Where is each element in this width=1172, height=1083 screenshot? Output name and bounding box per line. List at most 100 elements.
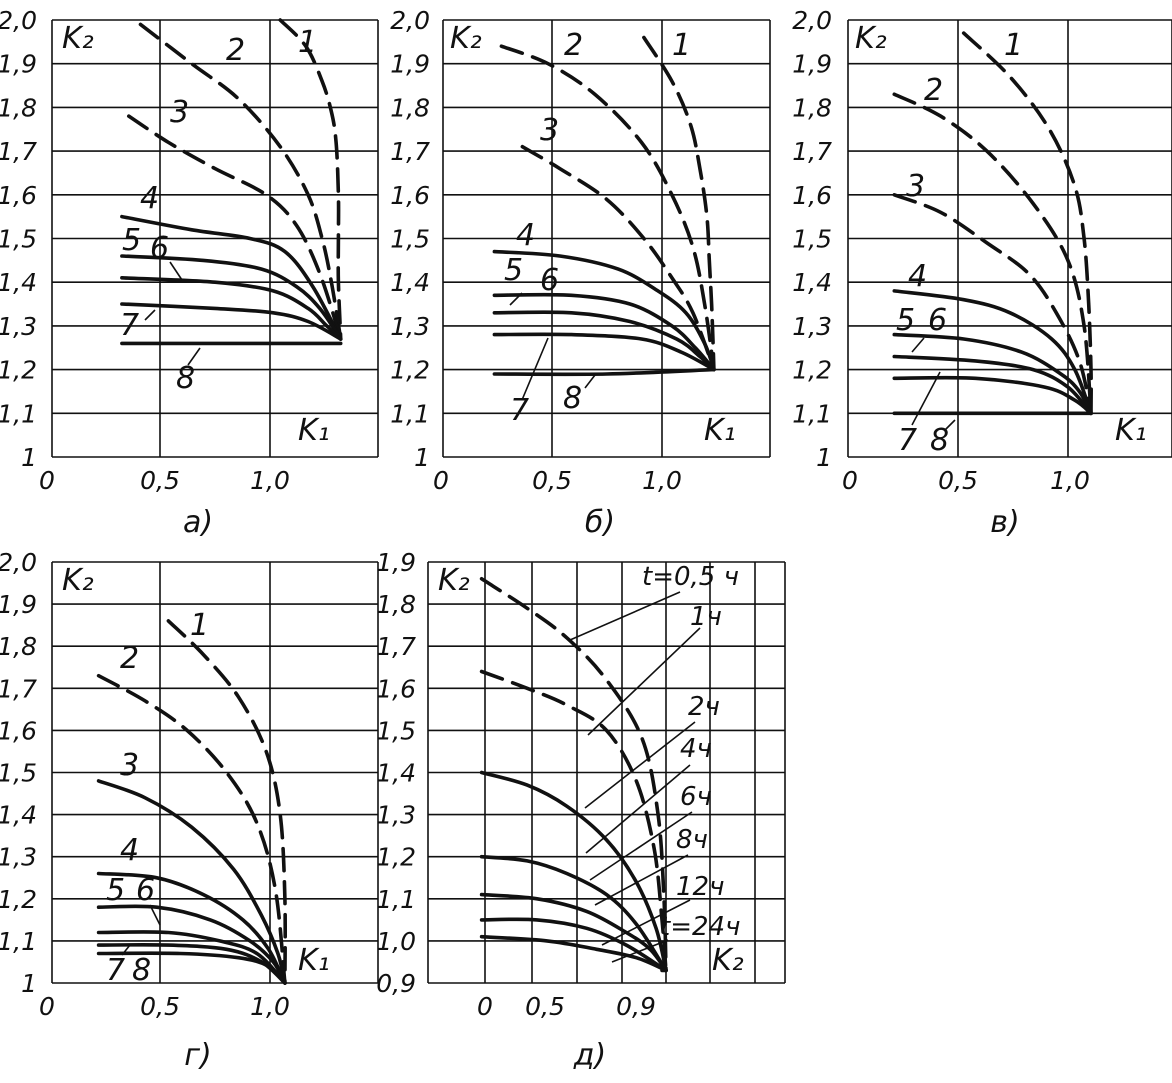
x-tick-label: 1,0 bbox=[1050, 466, 1090, 495]
series-line-1 bbox=[479, 577, 668, 973]
panel-d: 0,9 1,0 1,1 1,2 1,3 1,4 1,5 1,6 1,7 1,8 1,9 0 0,5 0,9… bbox=[376, 548, 786, 1073]
panel-a: 1 1,1 1,2 1,3 1,4 1,5 1,6 1,7 1,8 1,9 2,0 0 0,5 1,0 K₂… bbox=[0, 6, 379, 540]
series-label-1: 1 bbox=[190, 608, 209, 643]
series-line-2 bbox=[138, 22, 343, 341]
series-label-3: 3 bbox=[120, 748, 139, 783]
series-label-7: 12ч bbox=[676, 872, 724, 902]
series-label-1: t=0,5 ч bbox=[642, 562, 739, 592]
y-tick-label: 1,5 bbox=[792, 225, 832, 254]
series-line-4 bbox=[492, 249, 716, 372]
y-tick-label: 2,0 bbox=[0, 548, 37, 577]
series-line-6 bbox=[479, 917, 668, 973]
x-axis-title: K₂ bbox=[712, 943, 744, 978]
series-label-8: 8 bbox=[930, 423, 949, 458]
y-axis-title: K₂ bbox=[62, 21, 94, 56]
y-tick-label: 1,3 bbox=[376, 801, 416, 830]
series-label-5: 5 bbox=[896, 303, 915, 338]
y-tick-label: 1,7 bbox=[792, 137, 832, 166]
y-tick-label: 1,4 bbox=[792, 268, 832, 297]
y-tick-label: 1,8 bbox=[390, 93, 430, 122]
x-tick-label: 0 bbox=[477, 992, 493, 1021]
y-tick-label: 1,9 bbox=[792, 50, 832, 79]
series-line-3 bbox=[96, 779, 287, 985]
x-tick-label: 0,5 bbox=[140, 466, 180, 495]
series-line-1 bbox=[642, 35, 716, 372]
series-line-1 bbox=[961, 31, 1093, 416]
x-tick-label: 0,5 bbox=[532, 466, 572, 495]
y-axis-title: K₂ bbox=[450, 21, 482, 56]
series-line-1 bbox=[278, 18, 343, 341]
y-tick-label: 0,9 bbox=[376, 969, 416, 998]
series-label-8: 8 bbox=[176, 361, 195, 396]
x-tick-label: 0 bbox=[842, 466, 858, 495]
panel-caption: г) bbox=[184, 1038, 211, 1073]
x-tick-label: 0,5 bbox=[525, 992, 565, 1021]
x-tick-label: 0 bbox=[39, 466, 55, 495]
y-tick-label: 1,5 bbox=[376, 716, 416, 745]
series-line-7 bbox=[479, 934, 668, 973]
x-tick-label: 0,5 bbox=[938, 466, 978, 495]
y-tick-label: 1 bbox=[414, 443, 430, 472]
y-tick-label: 1,3 bbox=[0, 843, 37, 872]
y-tick-label: 1,6 bbox=[376, 674, 416, 703]
label-leader-line bbox=[589, 811, 693, 881]
series-label-2: 2 bbox=[226, 33, 245, 68]
x-tick-label: 1,0 bbox=[250, 992, 290, 1021]
y-tick-label: 1,1 bbox=[0, 927, 37, 956]
series-label-6: 6 bbox=[150, 231, 169, 266]
series-label-7: 7 bbox=[106, 953, 125, 988]
series-line-6 bbox=[120, 276, 343, 341]
y-tick-label: 1,7 bbox=[0, 137, 37, 166]
series-label-8: 8 bbox=[132, 953, 151, 988]
series-label-3: 3 bbox=[170, 95, 189, 130]
series-label-6: 6 bbox=[540, 263, 559, 298]
panel-g: 1 1,1 1,2 1,3 1,4 1,5 1,6 1,7 1,8 1,9 2,0 0 0,5 1,0 K₂… bbox=[0, 548, 379, 1073]
label-leader-line bbox=[587, 627, 701, 736]
y-tick-label: 1,7 bbox=[0, 674, 37, 703]
x-axis-title: K₁ bbox=[1115, 413, 1147, 448]
series-line-2 bbox=[96, 673, 287, 985]
y-tick-label: 1,9 bbox=[0, 50, 37, 79]
label-leader-line bbox=[169, 261, 183, 281]
y-tick-label: 1,4 bbox=[390, 268, 430, 297]
series-line-4 bbox=[120, 214, 343, 341]
y-tick-label: 2,0 bbox=[0, 6, 37, 35]
label-leader-line bbox=[594, 854, 689, 906]
y-axis-title: K₂ bbox=[438, 563, 470, 598]
series-label-4: 4 bbox=[140, 181, 159, 216]
y-tick-label: 1,3 bbox=[390, 312, 430, 341]
y-tick-label: 1,0 bbox=[376, 927, 416, 956]
y-tick-label: 1,2 bbox=[0, 885, 37, 914]
label-leader-line bbox=[601, 899, 691, 946]
series-line-3 bbox=[892, 193, 1093, 416]
x-tick-label: 1,0 bbox=[250, 466, 290, 495]
label-leader-line bbox=[521, 337, 549, 401]
label-leader-line bbox=[584, 374, 596, 389]
series-line-8 bbox=[96, 951, 287, 985]
panel-caption: а) bbox=[183, 505, 213, 540]
series-label-3: 3 bbox=[540, 113, 559, 148]
series-line-5 bbox=[120, 254, 343, 341]
y-tick-label: 1,9 bbox=[0, 590, 37, 619]
series-label-8: 8 bbox=[563, 381, 582, 416]
x-axis-title: K₁ bbox=[298, 413, 330, 448]
y-tick-label: 1,4 bbox=[0, 268, 37, 297]
series-label-2: 2 bbox=[924, 73, 943, 108]
y-tick-label: 1,1 bbox=[376, 885, 416, 914]
series-label-2: 2 bbox=[564, 28, 583, 63]
label-leader-line bbox=[911, 337, 925, 353]
series-label-8: t=24ч bbox=[660, 912, 740, 942]
y-tick-label: 1,8 bbox=[376, 590, 416, 619]
y-tick-label: 1,6 bbox=[792, 181, 832, 210]
y-tick-label: 1,5 bbox=[0, 225, 37, 254]
y-tick-label: 1,5 bbox=[0, 759, 37, 788]
series-line-1 bbox=[166, 619, 288, 985]
y-tick-label: 1,6 bbox=[0, 716, 37, 745]
y-tick-label: 1,4 bbox=[376, 759, 416, 788]
series-line-5 bbox=[479, 892, 668, 973]
series-label-6: 6 bbox=[928, 303, 947, 338]
series-label-1: 1 bbox=[672, 28, 691, 63]
y-tick-label: 1,8 bbox=[0, 93, 37, 122]
series-line-2 bbox=[892, 92, 1093, 416]
